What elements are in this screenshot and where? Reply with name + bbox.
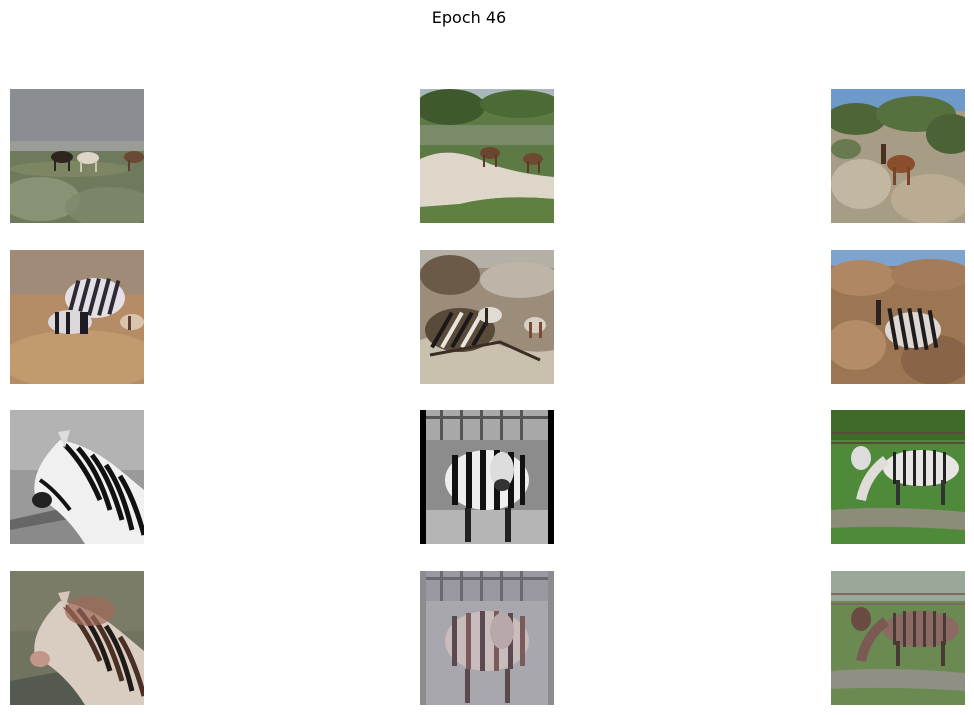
figure-title: Epoch 46	[431, 8, 507, 27]
fence	[426, 571, 548, 601]
tile-horse-rocky-slope	[831, 89, 965, 223]
tile-grayscale-zebra-front	[420, 410, 554, 544]
zebra-stripes	[65, 278, 125, 318]
tile-grayscale-zebra-head	[10, 410, 144, 544]
zebra-stripes	[34, 440, 144, 544]
horses-sandy-hill-image	[420, 89, 554, 223]
tile-generated-horse-zebra-head	[10, 571, 144, 705]
generated-zebras-sandy-hill-image	[420, 250, 554, 384]
zebra-stripes	[445, 611, 529, 671]
zebra-stripes	[445, 450, 529, 510]
grayscale-zebra-front-image	[420, 410, 554, 544]
tile-generated-zebras-sandy-hill	[420, 250, 554, 384]
generated-horses-front-image	[420, 571, 554, 705]
tile-horses-sandy-hill	[420, 89, 554, 223]
tile-generated-horses-front	[420, 571, 554, 705]
generated-horse-grass-image	[831, 571, 965, 705]
zebra-stripes	[883, 450, 959, 486]
zebra-stripes	[885, 307, 941, 351]
horses-field-image	[10, 89, 144, 223]
generated-zebra-rocky-slope-image	[831, 250, 965, 384]
generated-zebra-field-image	[10, 250, 144, 384]
zebra-stripes	[883, 611, 959, 647]
grayscale-zebra-head-image	[10, 410, 144, 544]
tile-generated-zebra-field	[10, 250, 144, 384]
tile-zebra-green-grass	[831, 410, 965, 544]
tile-generated-zebra-rocky-slope	[831, 250, 965, 384]
tile-horses-field	[10, 89, 144, 223]
generated-horse-zebra-head-image	[10, 571, 144, 705]
zebra-green-grass-image	[831, 410, 965, 544]
tile-generated-horse-grass	[831, 571, 965, 705]
fence	[426, 410, 548, 440]
horse-rocky-slope-image	[831, 89, 965, 223]
